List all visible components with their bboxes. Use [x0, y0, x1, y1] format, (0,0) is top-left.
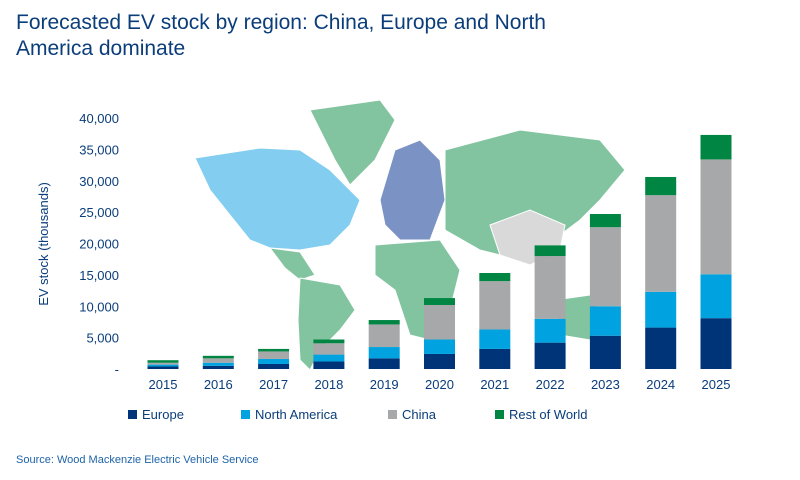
x-tick-label: 2017	[259, 377, 288, 392]
bar-rest-of-world-2021	[479, 272, 511, 282]
bar-rest-of-world-2022	[534, 245, 566, 257]
legend-swatch	[241, 410, 250, 419]
x-tick-label: 2025	[702, 377, 731, 392]
bar-north-america-2020	[424, 339, 455, 354]
x-tick-label: 2022	[536, 377, 565, 392]
bar-europe-2018	[313, 361, 345, 369]
bar-north-america-2016	[202, 362, 234, 366]
bar-north-america-2021	[479, 329, 511, 349]
legend-label: North America	[255, 407, 338, 422]
bar-north-america-2019	[368, 347, 400, 359]
x-tick-label: 2023	[591, 377, 620, 392]
bar-china-2016	[202, 358, 234, 363]
bar-rest-of-world-2018	[313, 339, 345, 344]
bar-europe-2017	[258, 363, 290, 369]
bar-rest-of-world-2016	[202, 355, 234, 359]
legend-swatch	[128, 410, 137, 419]
y-tick-label: 30,000	[79, 174, 119, 189]
bar-china-2021	[479, 281, 511, 330]
y-tick-label: 25,000	[79, 205, 119, 220]
bar-china-2022	[534, 256, 566, 319]
x-tick-label: 2018	[314, 377, 343, 392]
y-tick-label: 10,000	[79, 299, 119, 314]
x-tick-label: 2024	[646, 377, 675, 392]
x-tick-label: 2019	[370, 377, 399, 392]
x-tick-label: 2021	[480, 377, 509, 392]
legend-label: China	[402, 407, 437, 422]
y-axis-label: EV stock (thousands)	[36, 182, 51, 306]
bar-europe-2020	[424, 353, 455, 369]
map-asia	[444, 129, 626, 261]
bar-rest-of-world-2025	[700, 134, 732, 160]
bar-europe-2023	[589, 335, 621, 369]
bar-north-america-2018	[313, 354, 345, 362]
bar-china-2019	[368, 324, 400, 348]
bar-europe-2022	[534, 342, 566, 369]
bar-china-2018	[313, 343, 345, 355]
bar-north-america-2022	[534, 318, 566, 343]
bar-north-america-2017	[258, 358, 290, 364]
y-tick-label: 20,000	[79, 237, 119, 252]
legend-label: Rest of World	[509, 407, 588, 422]
y-tick-label: 15,000	[79, 268, 119, 283]
y-tick-label: 35,000	[79, 142, 119, 157]
bar-north-america-2025	[700, 274, 732, 319]
bar-europe-2016	[202, 365, 234, 369]
y-tick-label: 40,000	[79, 111, 119, 126]
chart-title: Forecasted EV stock by region: China, Eu…	[16, 11, 546, 60]
bar-north-america-2015	[147, 364, 179, 367]
bar-rest-of-world-2019	[368, 320, 400, 325]
y-tick-label: 5,000	[86, 331, 119, 346]
map-europe	[379, 139, 446, 241]
bar-europe-2015	[147, 366, 179, 369]
bar-europe-2025	[700, 318, 732, 369]
bar-china-2024	[645, 195, 677, 292]
x-tick-label: 2015	[149, 377, 178, 392]
bar-china-2023	[589, 227, 621, 307]
x-tick-label: 2020	[425, 377, 454, 392]
map-greenland	[309, 99, 396, 186]
bar-china-2017	[258, 351, 290, 359]
bar-china-2020	[424, 304, 455, 340]
bar-rest-of-world-2024	[645, 176, 677, 196]
bar-europe-2024	[645, 327, 677, 369]
map-central-america	[268, 247, 316, 281]
bar-north-america-2023	[589, 306, 621, 336]
bar-china-2025	[700, 159, 732, 275]
bar-europe-2021	[479, 348, 511, 369]
legend-label: Europe	[142, 407, 184, 422]
legend-swatch	[495, 410, 504, 419]
bar-china-2015	[147, 362, 179, 365]
bar-europe-2019	[368, 358, 400, 369]
bar-rest-of-world-2023	[589, 214, 621, 228]
y-tick-label: -	[115, 362, 119, 377]
bar-north-america-2024	[645, 291, 677, 328]
bar-rest-of-world-2017	[258, 348, 290, 352]
bar-rest-of-world-2020	[424, 298, 455, 305]
source-note: Source: Wood Mackenzie Electric Vehicle …	[16, 454, 259, 466]
legend-swatch	[388, 410, 397, 419]
bar-rest-of-world-2015	[147, 360, 179, 363]
x-tick-label: 2016	[204, 377, 233, 392]
map-north-america	[194, 147, 361, 251]
